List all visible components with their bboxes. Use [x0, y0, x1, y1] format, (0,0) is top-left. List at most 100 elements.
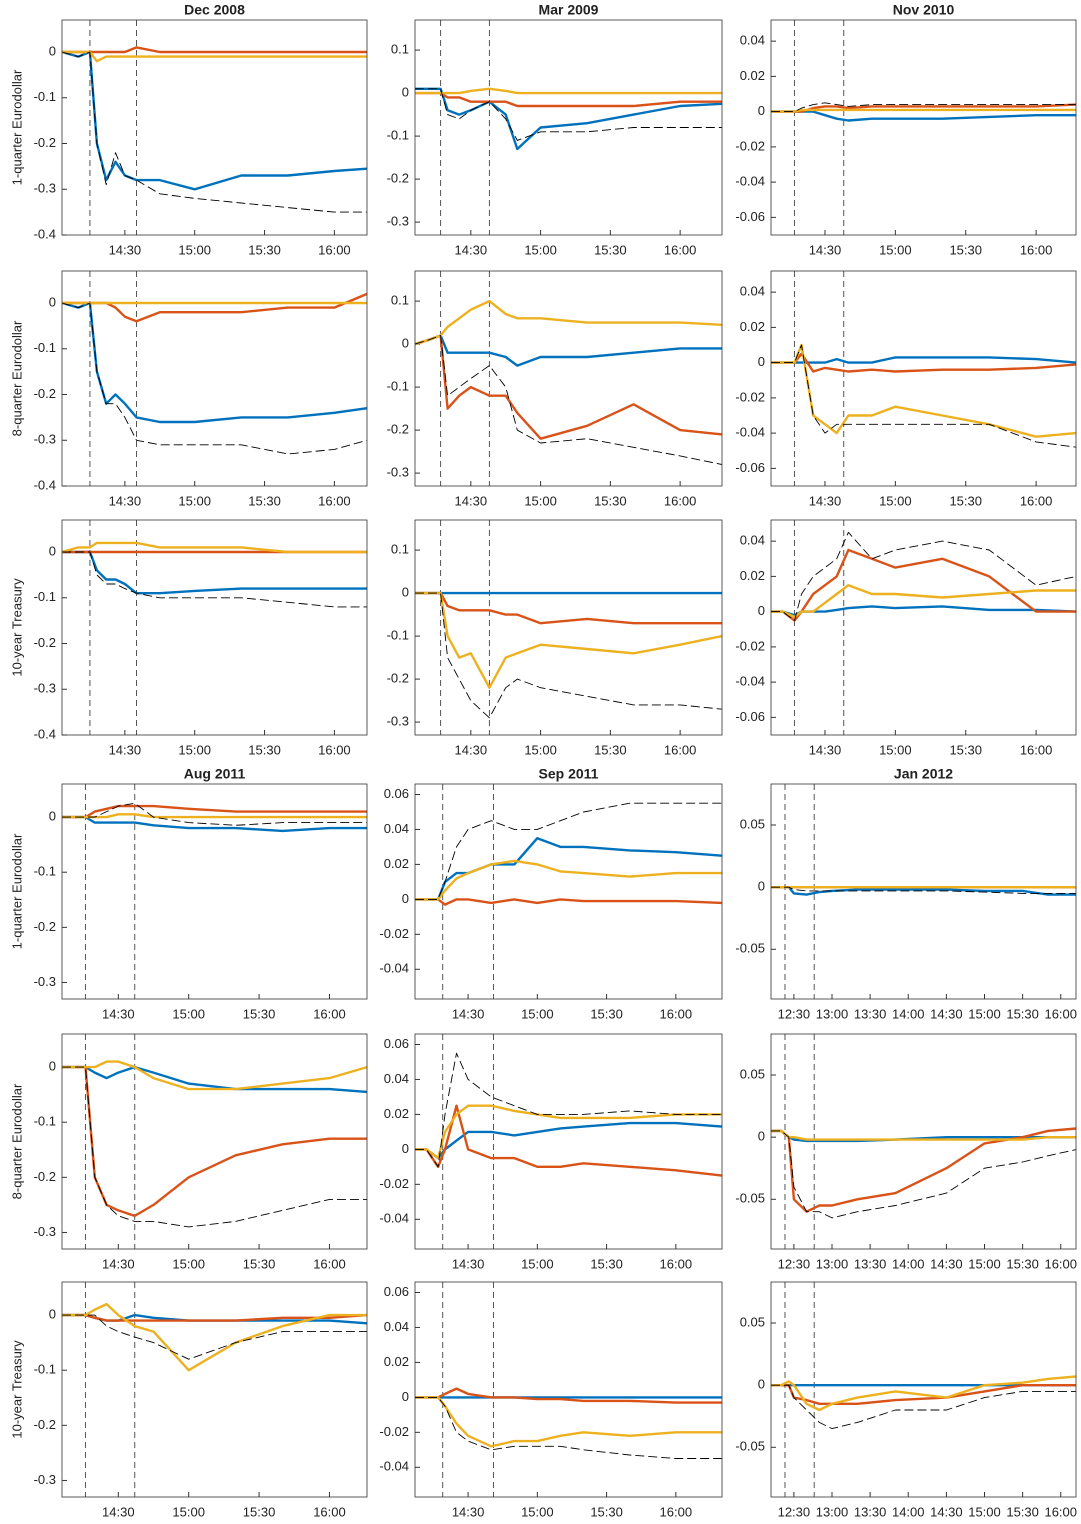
x-tick-label: 14:30 — [809, 742, 842, 757]
series-line — [415, 1104, 722, 1160]
series-line — [771, 1129, 1076, 1141]
x-tick-label: 15:30 — [594, 493, 627, 508]
y-tick-label: -0.06 — [735, 709, 765, 724]
x-tick-label: 16:00 — [660, 1504, 693, 1519]
y-tick-label: 0.04 — [740, 533, 765, 548]
y-tick-label: -0.4 — [34, 477, 56, 492]
x-tick-label: 16:00 — [664, 493, 697, 508]
x-tick-label: 15:00 — [172, 1006, 205, 1021]
plot-area — [62, 1034, 367, 1249]
y-tick-label: -0.2 — [34, 386, 56, 401]
y-axis-label: 8-quarter Eurodollar — [9, 1083, 24, 1199]
x-tick-label: 13:30 — [854, 1504, 887, 1519]
panel: 0 -0.1 -0.2 -0.3 14:30 15:00 15:30 16:00 Aug 201… — [9, 766, 368, 1021]
panel: 0.06 0.04 0.02 0 -0.02 -0.04 14:30 15:00 15:30 16… — [379, 1033, 723, 1271]
series-line — [415, 1052, 722, 1168]
x-tick-label: 16:00 — [1020, 742, 1053, 757]
y-tick-label: -0.04 — [379, 1211, 409, 1226]
y-tick-label: -0.2 — [387, 422, 409, 437]
x-tick-label: 14:30 — [109, 742, 142, 757]
series-line — [62, 1066, 367, 1228]
y-tick-label: -0.2 — [34, 1417, 56, 1432]
series-line — [61, 541, 367, 554]
panel-title: Sep 2011 — [539, 766, 599, 782]
y-tick-label: -0.05 — [735, 941, 765, 956]
x-tick-label: 15:00 — [521, 1504, 554, 1519]
x-tick-label: 15:00 — [172, 1504, 205, 1519]
plot-area — [62, 520, 367, 735]
x-tick-label: 16:00 — [1044, 1256, 1077, 1271]
x-tick-label: 15:00 — [879, 242, 912, 257]
y-tick-label: 0 — [49, 1059, 56, 1074]
x-tick-label: 14:30 — [102, 1006, 135, 1021]
plot-area — [771, 520, 1076, 735]
y-tick-label: -0.3 — [387, 465, 409, 480]
x-tick-label: 15:30 — [243, 1504, 276, 1519]
series-line — [771, 344, 1077, 448]
panel: 0.05 0 -0.05 12:30 13:00 13:30 14:00 14:30 15:00… — [735, 766, 1077, 1022]
y-tick-label: -0.1 — [34, 589, 56, 604]
y-tick-label: 0.05 — [740, 816, 765, 831]
panel: 0.1 0 -0.1 -0.2 -0.3 14:30 15:00 15:30 16:00 — [387, 270, 723, 508]
y-tick-label: -0.3 — [387, 214, 409, 229]
x-tick-label: 15:00 — [879, 742, 912, 757]
series-line — [61, 51, 367, 213]
y-tick-label: -0.2 — [387, 671, 409, 686]
series-line — [415, 1396, 722, 1448]
x-tick-label: 16:00 — [1020, 242, 1053, 257]
y-tick-label: -0.02 — [735, 389, 765, 404]
x-tick-label: 16:00 — [313, 1256, 346, 1271]
panel-title: Mar 2009 — [539, 2, 599, 18]
y-tick-label: 0.02 — [384, 856, 409, 871]
y-tick-label: 0.04 — [384, 1319, 409, 1334]
x-tick-label: 15:00 — [178, 742, 211, 757]
plot-frame — [414, 1033, 723, 1250]
x-tick-label: 13:00 — [816, 1256, 849, 1271]
x-tick-label: 15:00 — [968, 1256, 1001, 1271]
x-tick-label: 14:30 — [452, 1504, 485, 1519]
y-tick-label: 0.02 — [740, 319, 765, 334]
x-tick-label: 15:30 — [248, 242, 281, 257]
y-tick-label: -0.02 — [379, 926, 409, 941]
y-tick-label: 0.02 — [740, 68, 765, 83]
y-axis-label: 8-quarter Eurodollar — [9, 320, 24, 436]
y-tick-label: 0.02 — [740, 568, 765, 583]
plot-frame — [770, 270, 1077, 487]
y-tick-label: -0.2 — [34, 1169, 56, 1184]
plot-frame — [770, 19, 1077, 236]
series-line — [771, 531, 1077, 621]
x-tick-label: 16:00 — [664, 742, 697, 757]
x-tick-label: 12:30 — [778, 1256, 811, 1271]
plot-frame — [61, 783, 368, 1000]
plot-frame — [770, 783, 1077, 1000]
y-tick-label: 0.05 — [740, 1066, 765, 1081]
x-tick-label: 15:00 — [524, 742, 557, 757]
panel: 0.1 0 -0.1 -0.2 -0.3 14:30 15:00 15:30 16:00 Mar … — [387, 2, 723, 257]
plot-frame — [414, 19, 723, 236]
y-tick-label: -0.06 — [735, 209, 765, 224]
y-tick-label: 0.1 — [391, 542, 409, 557]
x-tick-label: 14:30 — [809, 493, 842, 508]
series-line — [771, 108, 1076, 113]
x-tick-label: 15:00 — [178, 493, 211, 508]
y-axis-label: 1-quarter Eurodollar — [9, 69, 24, 185]
y-tick-label: -0.3 — [34, 1472, 56, 1487]
x-tick-label: 14:30 — [809, 242, 842, 257]
y-tick-label: 0 — [758, 879, 765, 894]
y-tick-label: -0.04 — [379, 961, 409, 976]
y-tick-label: -0.3 — [34, 1224, 56, 1239]
plot-frame — [414, 519, 723, 736]
x-tick-label: 15:30 — [1006, 1256, 1039, 1271]
x-tick-label: 12:30 — [778, 1006, 811, 1021]
x-tick-label: 15:00 — [172, 1256, 205, 1271]
y-tick-label: 0 — [49, 543, 56, 558]
x-tick-label: 14:30 — [109, 242, 142, 257]
series-line — [61, 302, 368, 455]
y-tick-label: 0 — [49, 1307, 56, 1322]
x-tick-label: 16:00 — [664, 242, 697, 257]
plot-frame — [61, 270, 368, 487]
y-tick-label: -0.1 — [34, 340, 56, 355]
y-tick-label: 0.05 — [740, 1314, 765, 1329]
plot-area — [771, 1282, 1076, 1497]
x-tick-label: 16:00 — [660, 1006, 693, 1021]
